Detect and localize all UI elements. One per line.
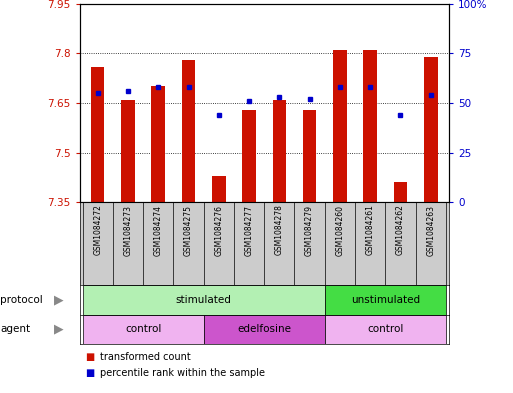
Bar [121, 100, 135, 202]
Text: agent: agent [0, 324, 30, 334]
Bar [393, 182, 407, 202]
Text: ■: ■ [85, 368, 94, 378]
Text: GSM1084275: GSM1084275 [184, 205, 193, 255]
Text: GSM1084277: GSM1084277 [245, 205, 253, 255]
Bar [325, 315, 446, 344]
Bar [204, 315, 325, 344]
Bar [83, 315, 204, 344]
Text: GSM1084279: GSM1084279 [305, 205, 314, 255]
Text: protocol: protocol [0, 295, 43, 305]
Text: GSM1084272: GSM1084272 [93, 205, 102, 255]
Bar [212, 176, 226, 202]
Bar [363, 50, 377, 202]
Bar [151, 86, 165, 202]
Text: GSM1084261: GSM1084261 [366, 205, 374, 255]
Bar [272, 100, 286, 202]
Text: control: control [367, 324, 404, 334]
Text: control: control [125, 324, 161, 334]
Text: ■: ■ [85, 351, 94, 362]
Text: ▶: ▶ [54, 323, 64, 336]
Text: GSM1084263: GSM1084263 [426, 205, 435, 255]
Bar [182, 60, 195, 202]
Bar [325, 285, 446, 315]
Text: GSM1084278: GSM1084278 [275, 205, 284, 255]
Text: GSM1084273: GSM1084273 [124, 205, 132, 255]
Text: ▶: ▶ [54, 294, 64, 307]
Bar [91, 67, 105, 202]
Text: GSM1084262: GSM1084262 [396, 205, 405, 255]
Bar [242, 110, 256, 202]
Text: GSM1084276: GSM1084276 [214, 205, 223, 255]
Text: stimulated: stimulated [176, 295, 231, 305]
Text: transformed count: transformed count [100, 351, 191, 362]
Bar [83, 285, 325, 315]
Bar [333, 50, 347, 202]
Text: GSM1084260: GSM1084260 [336, 205, 344, 255]
Text: percentile rank within the sample: percentile rank within the sample [100, 368, 265, 378]
Bar [424, 57, 438, 202]
Text: unstimulated: unstimulated [351, 295, 420, 305]
Text: GSM1084274: GSM1084274 [154, 205, 163, 255]
Text: edelfosine: edelfosine [237, 324, 291, 334]
Bar [303, 110, 317, 202]
